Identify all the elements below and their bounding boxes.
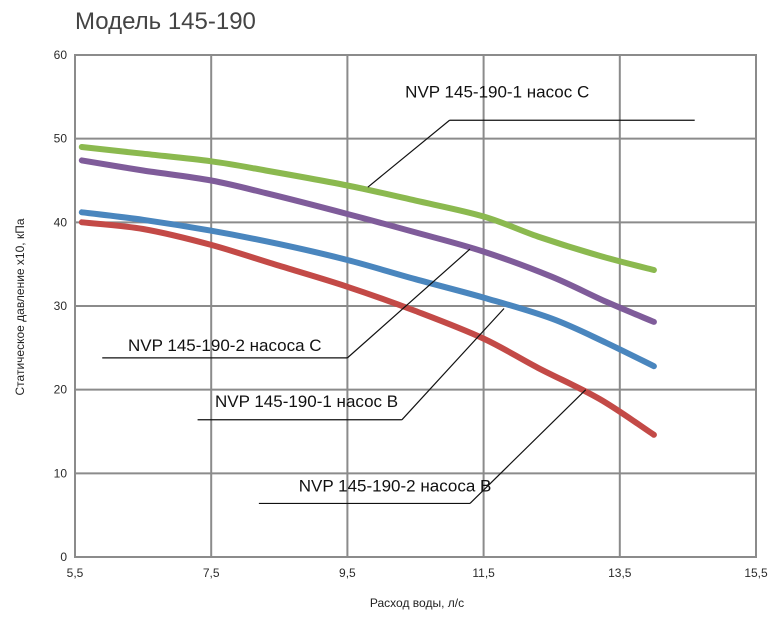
x-tick-label: 11,5 [472,566,495,580]
x-tick-label: 7,5 [203,566,220,580]
chart-title: Модель 145-190 [75,8,256,35]
annotation-3: NVP 145-190-1 насос B [197,308,505,421]
x-tick-label: 13,5 [608,566,632,580]
x-tick-label: 5,5 [67,566,84,580]
annotation-label: NVP 145-190-1 насос B [215,392,398,411]
y-tick-label: 40 [54,215,68,229]
annotation-leader-line [367,119,450,188]
annotation-leader-line [401,308,505,421]
tick-layer: 5,5 7,5 9,5 11,5 13,5 15,5 0 10 20 30 40 50 60 [54,48,768,580]
annotation-1: NVP 145-190-1 насос C [367,83,695,188]
y-tick-label: 50 [54,132,68,146]
series-line-1 [78,144,657,273]
x-tick-label: 9,5 [339,566,356,580]
x-axis-title: Расход воды, л/с [370,596,464,610]
y-axis-title: Статическое давление х10, кПа [13,218,27,395]
series-line-3 [78,209,657,370]
annotation-4: NVP 145-190-2 насоса B [258,389,587,505]
annotation-layer: NVP 145-190-1 насос C NVP 145-190-2 насос… [102,83,695,505]
series-line-2 [78,157,657,325]
annotation-label: NVP 145-190-2 насоса C [128,336,322,355]
annotation-leader-line [347,248,471,359]
series-line-4 [78,219,657,438]
y-tick-label: 10 [54,466,68,480]
x-tick-label: 15,5 [744,566,768,580]
annotation-2: NVP 145-190-2 насоса C [102,248,471,359]
y-tick-label: 60 [54,48,68,62]
annotation-label: NVP 145-190-1 насос C [405,83,589,102]
series-layer [78,144,657,438]
plot-border [74,54,757,558]
annotation-label: NVP 145-190-2 насоса B [299,477,492,496]
y-tick-label: 20 [54,383,68,397]
annotation-leader-line [469,389,587,504]
y-tick-label: 30 [54,299,68,313]
y-tick-label: 0 [60,550,67,564]
